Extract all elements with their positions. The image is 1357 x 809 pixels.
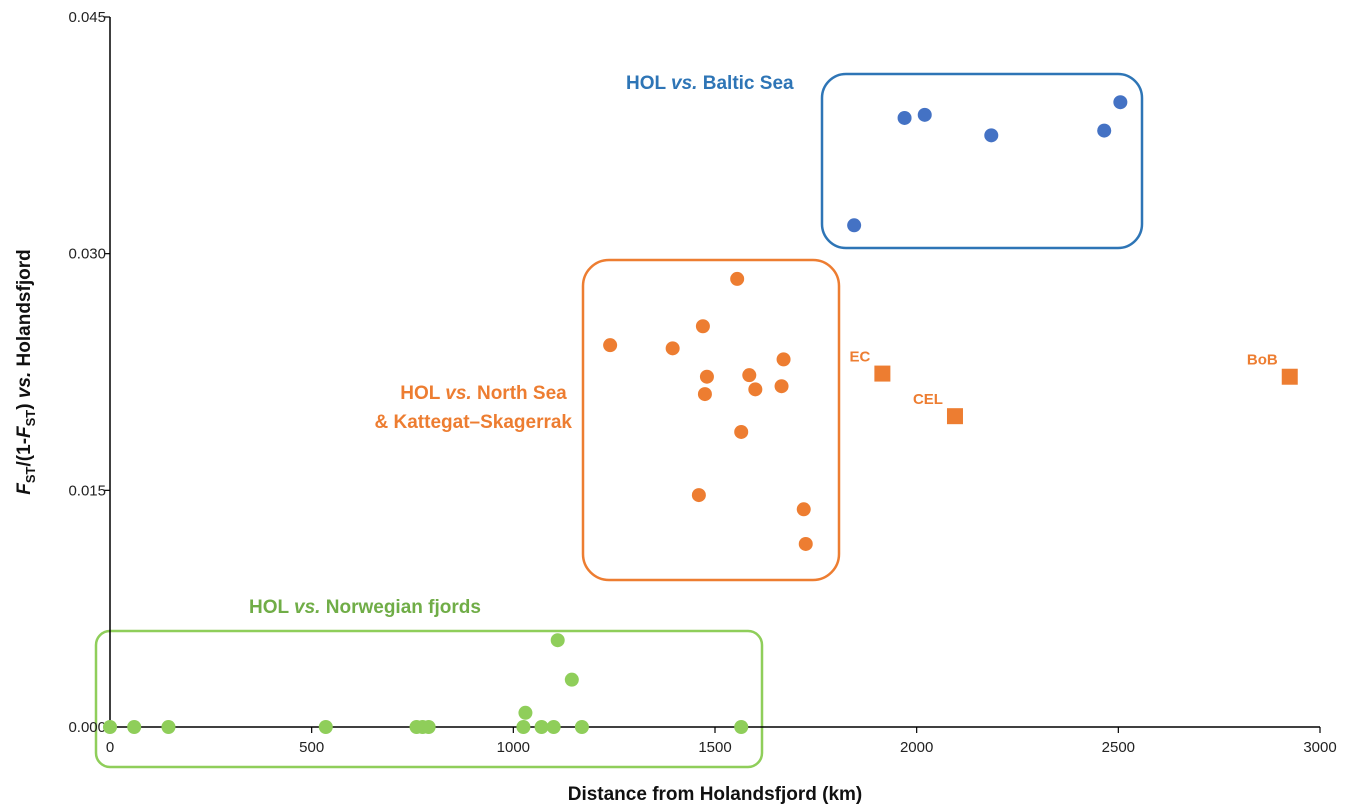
- y-tick-label: 0.045: [68, 9, 106, 26]
- data-point: [518, 705, 533, 720]
- data-point: [161, 720, 176, 734]
- data-point: [734, 720, 749, 734]
- point-label: CEL: [913, 391, 943, 408]
- data-point: [742, 368, 757, 383]
- data-point: [550, 633, 565, 648]
- x-axis-title: Distance from Holandsfjord (km): [568, 784, 863, 805]
- data-point-square: [874, 365, 891, 382]
- data-point: [734, 424, 749, 439]
- norwegian-group-box: [94, 629, 764, 769]
- data-point: [603, 338, 618, 353]
- data-points: EC CEL BoB: [103, 95, 1298, 734]
- data-point: [103, 720, 117, 734]
- data-point-square: [1281, 368, 1298, 385]
- north-sea-group-box: [581, 258, 841, 582]
- data-point: [534, 720, 549, 734]
- norwegian-group-label: HOL vs. Norwegian fjords: [249, 597, 481, 618]
- data-point: [847, 218, 862, 233]
- baltic-group-box: [820, 72, 1144, 250]
- data-point: [798, 536, 813, 551]
- point-label: BoB: [1247, 352, 1278, 369]
- north-sea-group-label: HOL vs. North Sea & Kattegat–Skagerrak: [375, 383, 573, 433]
- data-point: [564, 672, 579, 687]
- baltic-group-label: HOL vs. Baltic Sea: [626, 73, 794, 94]
- data-point: [748, 382, 763, 397]
- point-label: EC: [850, 349, 871, 366]
- y-tick-label: 0.030: [68, 246, 106, 263]
- x-axis-ticks: 0 500 1000 1500 2000 2500 3000: [106, 727, 1337, 756]
- data-point: [774, 379, 789, 394]
- data-point: [796, 502, 811, 517]
- data-point: [984, 128, 999, 143]
- data-point-square: [946, 408, 963, 425]
- data-point: [127, 720, 142, 734]
- y-tick-label: 0.015: [68, 482, 106, 499]
- x-tick-label: 1000: [497, 739, 530, 756]
- data-point: [1097, 123, 1112, 138]
- data-point: [1113, 95, 1128, 110]
- data-point: [897, 110, 912, 125]
- data-point: [699, 369, 714, 384]
- data-point: [574, 720, 589, 734]
- x-tick-label: 2000: [900, 739, 933, 756]
- data-point: [730, 271, 745, 286]
- x-tick-label: 3000: [1303, 739, 1336, 756]
- data-point: [917, 107, 932, 122]
- x-tick-label: 500: [299, 739, 324, 756]
- data-point: [697, 387, 712, 402]
- data-point: [776, 352, 791, 367]
- x-tick-label: 0: [106, 739, 114, 756]
- data-point: [546, 720, 561, 734]
- data-point: [421, 720, 436, 734]
- data-point: [318, 720, 333, 734]
- data-point: [516, 720, 531, 734]
- data-point: [665, 341, 680, 356]
- x-tick-label: 1500: [698, 739, 731, 756]
- y-axis-title: FST/(1-FST) vs. Holandsfjord: [14, 249, 38, 494]
- data-point: [695, 319, 710, 334]
- data-point: [691, 488, 706, 503]
- x-tick-label: 2500: [1102, 739, 1135, 756]
- y-axis-ticks: 0.000 0.015 0.030 0.045: [68, 9, 110, 736]
- y-tick-label: 0.000: [68, 719, 106, 736]
